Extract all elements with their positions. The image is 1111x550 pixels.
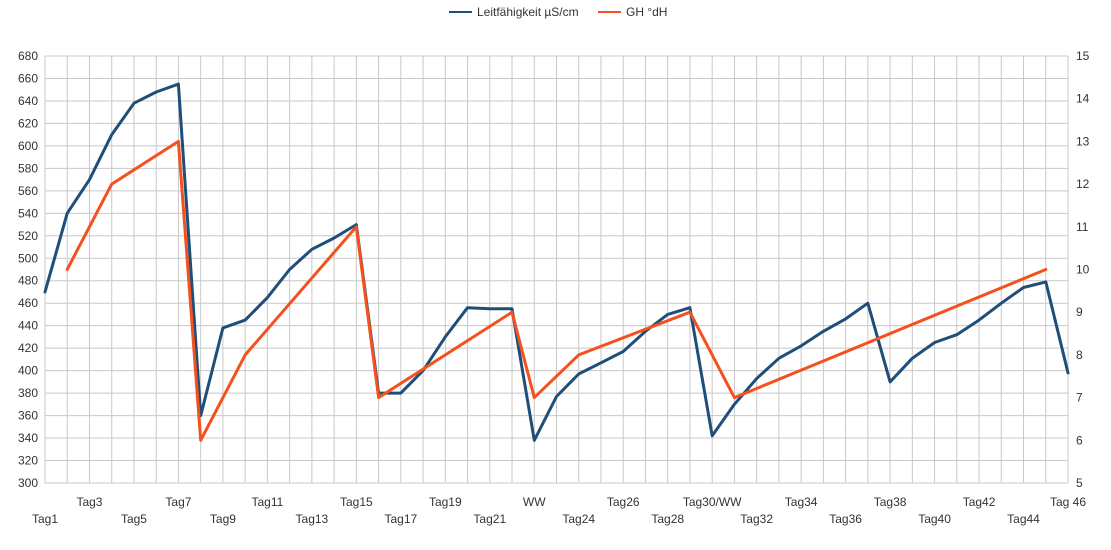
x-axis-tick-label: Tag 46 bbox=[1050, 495, 1086, 509]
left-axis-ticks: 300 320 340 360 380 400 420 440 460 480 500 520 540 5… bbox=[18, 49, 38, 490]
x-axis-tick-label: Tag28 bbox=[651, 512, 684, 526]
left-axis-tick-label: 660 bbox=[18, 71, 38, 85]
left-axis-tick-label: 560 bbox=[18, 184, 38, 198]
right-axis-tick-label: 11 bbox=[1076, 220, 1089, 234]
left-axis-tick-label: 580 bbox=[18, 161, 38, 175]
series-line-leitfaehigkeit bbox=[43, 82, 1070, 442]
right-axis-tick-label: 15 bbox=[1076, 49, 1090, 63]
right-axis-tick-label: 5 bbox=[1076, 476, 1083, 490]
right-axis-tick-label: 7 bbox=[1076, 391, 1083, 405]
x-axis-tick-label: Tag11 bbox=[251, 495, 283, 509]
right-axis-tick-label: 6 bbox=[1076, 433, 1083, 447]
x-axis-tick-label: Tag1 bbox=[32, 512, 58, 526]
x-axis-tick-label: Tag24 bbox=[562, 512, 595, 526]
x-axis-tick-label: Tag13 bbox=[296, 512, 329, 526]
x-axis-tick-label: Tag3 bbox=[76, 495, 102, 509]
right-axis-tick-label: 14 bbox=[1076, 92, 1090, 106]
left-axis-tick-label: 640 bbox=[18, 94, 38, 108]
left-axis-tick-label: 360 bbox=[18, 409, 38, 423]
left-axis-tick-label: 480 bbox=[18, 274, 38, 288]
right-axis-tick-label: 12 bbox=[1076, 177, 1090, 191]
legend-label-leitfaehigkeit: Leitfähigkeit µS/cm bbox=[477, 5, 579, 19]
left-axis-tick-label: 400 bbox=[18, 364, 38, 378]
x-axis-tick-label: Tag5 bbox=[121, 512, 147, 526]
right-axis-tick-label: 13 bbox=[1076, 134, 1090, 148]
left-axis-tick-label: 340 bbox=[18, 431, 38, 445]
left-axis-tick-label: 460 bbox=[18, 296, 38, 310]
right-axis-tick-label: 8 bbox=[1076, 348, 1083, 362]
legend-label-gh: GH °dH bbox=[626, 5, 667, 19]
left-axis-tick-label: 680 bbox=[18, 49, 38, 63]
right-axis-ticks: 5 6 7 8 9 10 11 12 13 14 15 bbox=[1076, 49, 1090, 490]
x-axis-tick-label: Tag21 bbox=[473, 512, 506, 526]
x-axis-tick-label: Tag17 bbox=[384, 512, 417, 526]
x-axis-tick-label: Tag7 bbox=[165, 495, 191, 509]
left-axis-tick-label: 540 bbox=[18, 206, 38, 220]
left-axis-tick-label: 420 bbox=[18, 341, 38, 355]
x-axis-tick-label: Tag32 bbox=[740, 512, 773, 526]
x-axis-tick-label: Tag30/WW bbox=[683, 495, 742, 509]
series bbox=[43, 82, 1070, 442]
x-axis-ticks: Tag1 Tag3 Tag5 Tag7 Tag9 Tag11 Tag13 Tag15 Tag17… bbox=[32, 495, 1086, 526]
x-axis-tick-label: Tag9 bbox=[210, 512, 236, 526]
left-axis-tick-label: 320 bbox=[18, 454, 38, 468]
series-line-gh bbox=[65, 139, 1048, 442]
right-axis-tick-label: 9 bbox=[1076, 305, 1083, 319]
x-axis-tick-label: Tag26 bbox=[607, 495, 640, 509]
left-axis-tick-label: 600 bbox=[18, 139, 38, 153]
grid bbox=[44, 55, 1069, 484]
left-axis-tick-label: 440 bbox=[18, 319, 38, 333]
x-axis-tick-label: WW bbox=[523, 495, 546, 509]
legend: Leitfähigkeit µS/cm GH °dH bbox=[449, 5, 667, 19]
x-axis-tick-label: Tag19 bbox=[429, 495, 462, 509]
left-axis-tick-label: 620 bbox=[18, 116, 38, 130]
x-axis-tick-label: Tag42 bbox=[963, 495, 996, 509]
right-axis-tick-label: 10 bbox=[1076, 263, 1090, 277]
left-axis-tick-label: 380 bbox=[18, 386, 38, 400]
x-axis-tick-label: Tag38 bbox=[874, 495, 907, 509]
x-axis-tick-label: Tag44 bbox=[1007, 512, 1040, 526]
left-axis-tick-label: 520 bbox=[18, 229, 38, 243]
x-axis-tick-label: Tag34 bbox=[785, 495, 818, 509]
left-axis-tick-label: 300 bbox=[18, 476, 38, 490]
x-axis-tick-label: Tag36 bbox=[829, 512, 862, 526]
x-axis-tick-label: Tag40 bbox=[918, 512, 951, 526]
x-axis-tick-label: Tag15 bbox=[340, 495, 373, 509]
left-axis-tick-label: 500 bbox=[18, 251, 38, 265]
